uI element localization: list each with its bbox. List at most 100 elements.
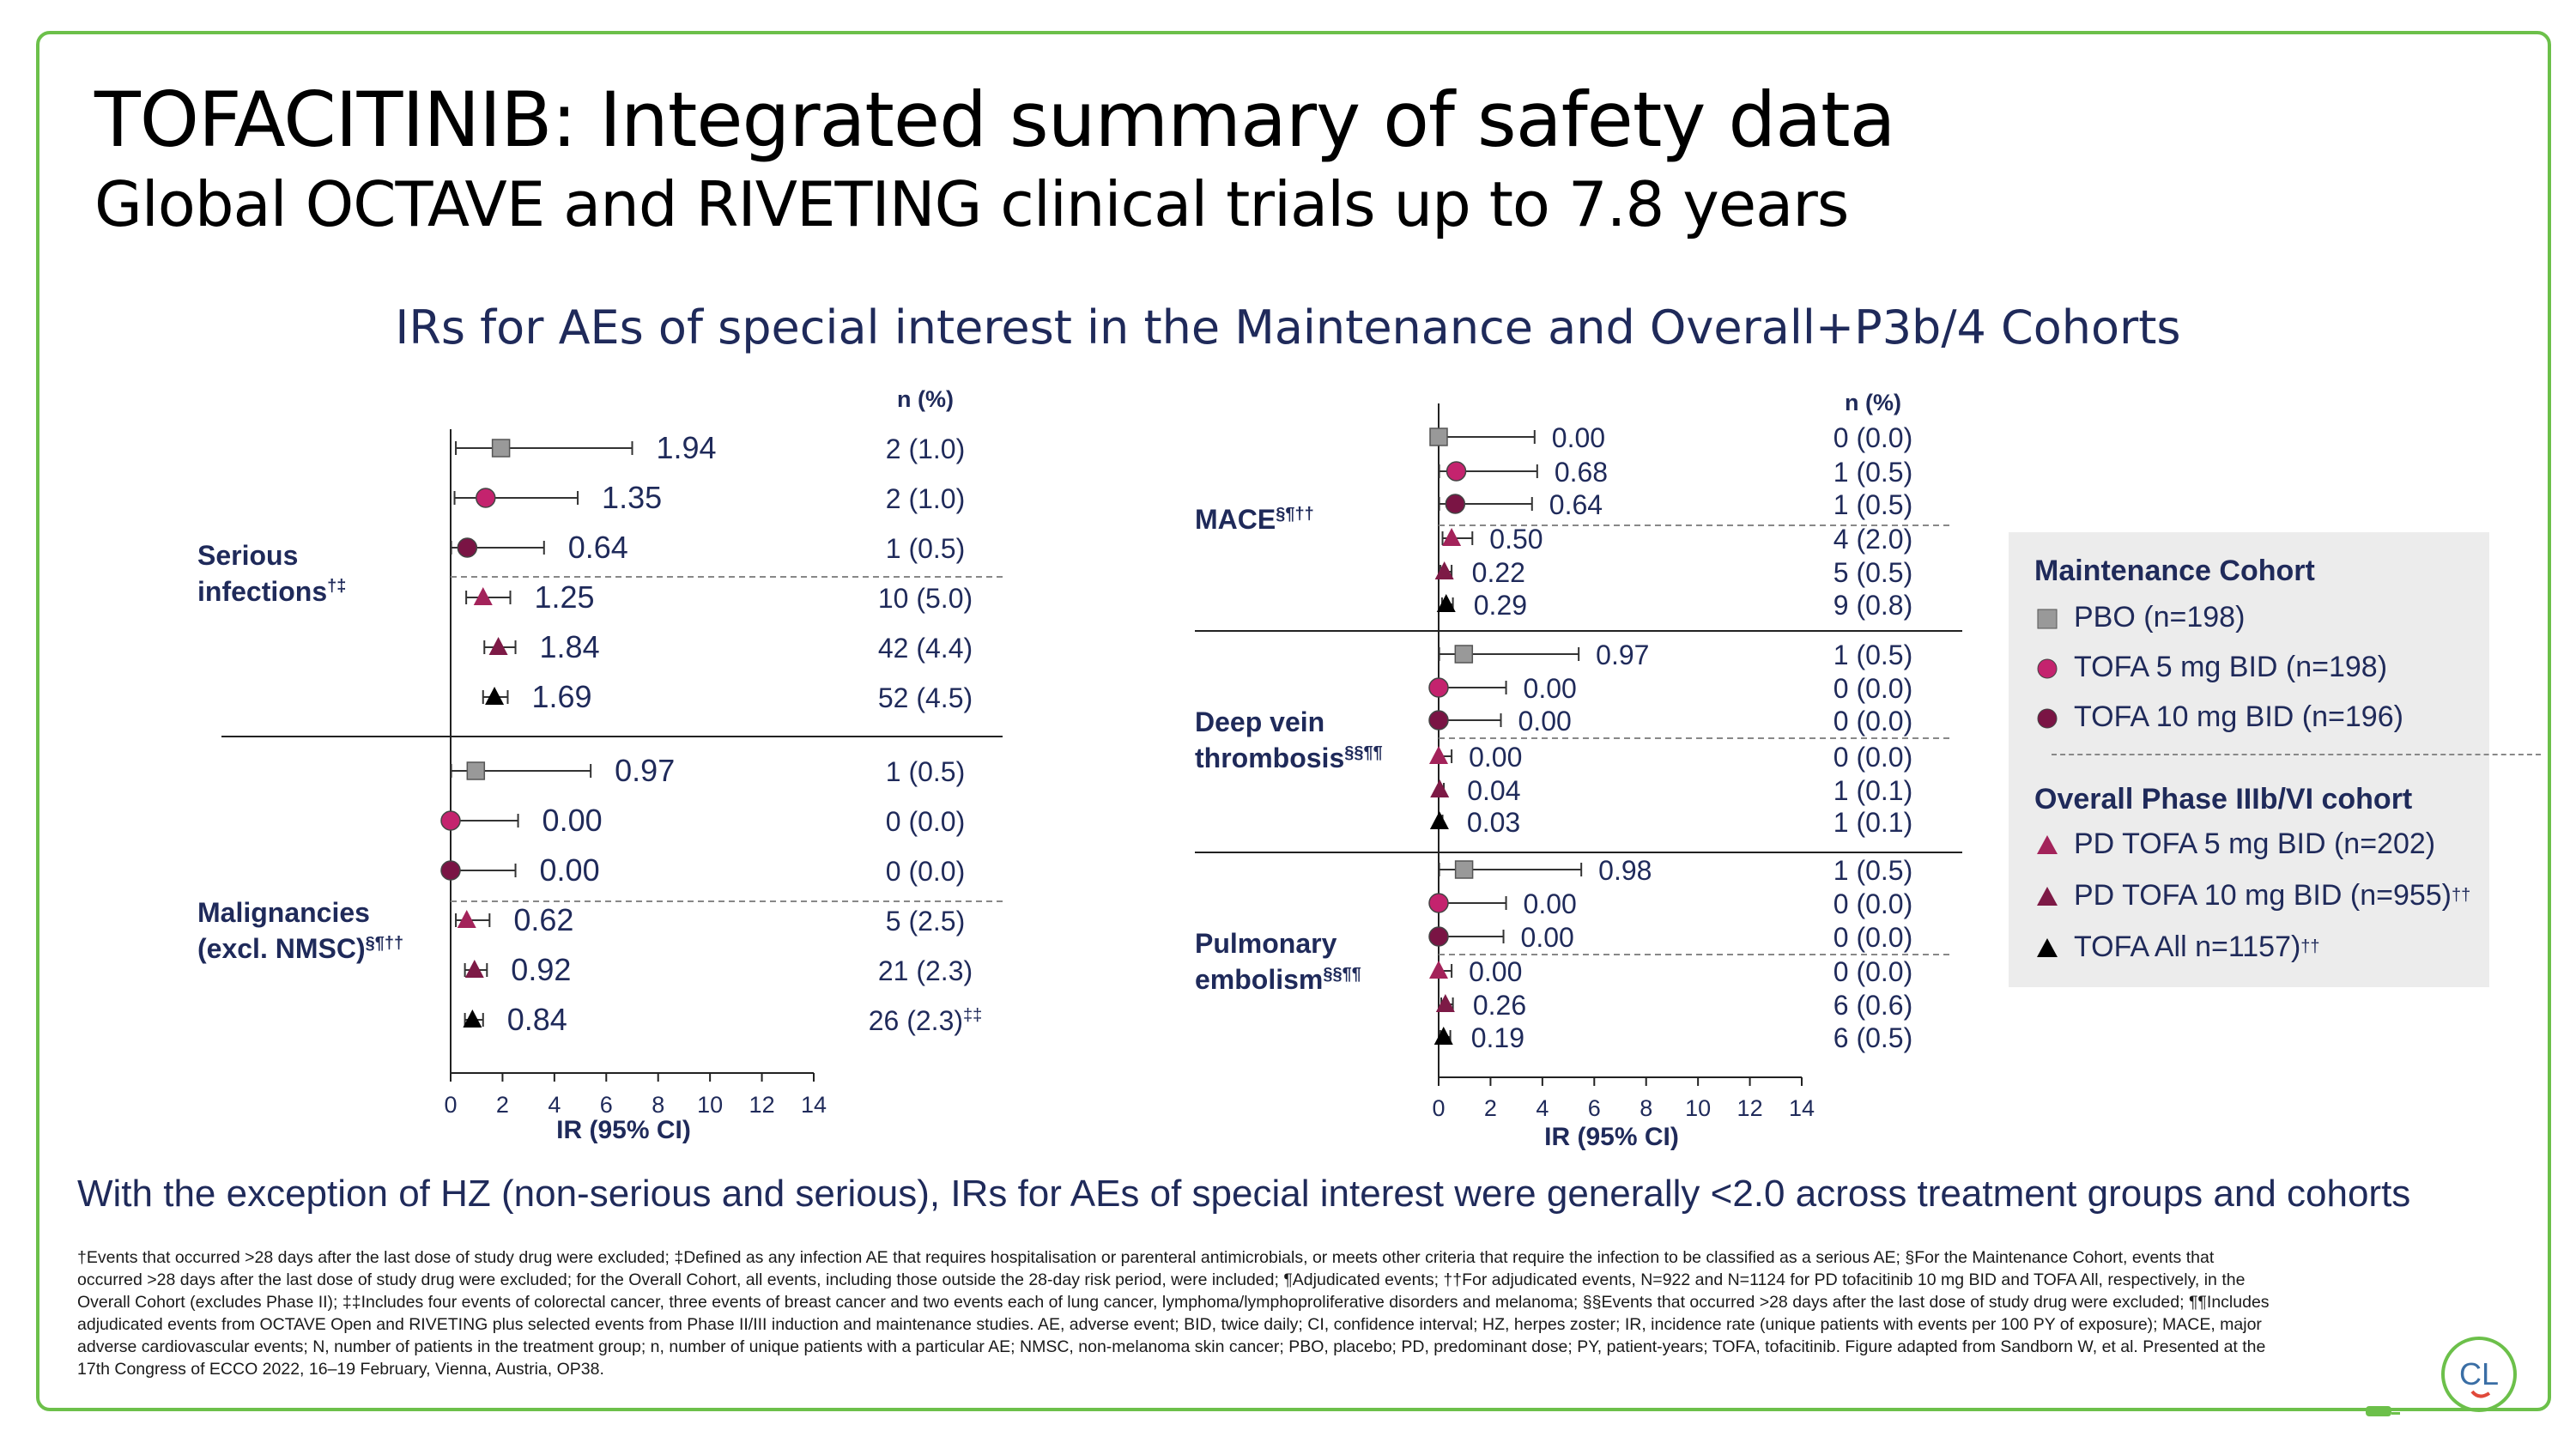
legend-marker xyxy=(2037,886,2058,906)
x-tick-label: 14 xyxy=(801,1092,827,1118)
slide-subtitle: Global OCTAVE and RIVETING clinical tria… xyxy=(94,168,1849,240)
n-percent-label: 6 (0.6) xyxy=(1834,990,1912,1021)
ir-value-label: 0.00 xyxy=(1469,956,1522,987)
point-marker xyxy=(440,810,461,831)
point-marker xyxy=(488,637,508,655)
circle-marker-icon xyxy=(2037,708,2058,728)
legend-marker xyxy=(2037,937,2058,957)
point-marker xyxy=(1429,746,1448,764)
triangle-marker-icon xyxy=(2037,937,2058,957)
footnote: †Events that occurred >28 days after the… xyxy=(77,1248,2270,1379)
point-marker xyxy=(1429,961,1448,979)
point-marker xyxy=(1429,427,1448,446)
group-label-sup: †‡ xyxy=(327,577,346,596)
legend-item-label: TOFA All n=1157) xyxy=(2074,931,2301,963)
x-tick-label: 14 xyxy=(1789,1095,1815,1121)
n-percent-label: 1 (0.5) xyxy=(1834,855,1912,886)
legend-item-label: PD TOFA 10 mg BID (n=955) xyxy=(2074,879,2452,912)
ir-value-label: 0.00 xyxy=(1518,706,1572,737)
panel-0-x-axis-label: IR (95% CI) xyxy=(556,1116,691,1144)
forest-plots: 0 2 4 6 8 10 12 14 IR (95% CI) n (%) Serious infect… xyxy=(197,386,1962,1151)
legend-item: PBO (n=198) xyxy=(2034,601,2245,634)
ir-value-label: 0.50 xyxy=(1489,524,1543,555)
x-tick-label: 8 xyxy=(652,1092,664,1118)
ir-value-label: 0.84 xyxy=(507,1002,567,1037)
n-percent-label: 2 (1.0) xyxy=(886,433,965,464)
triangle-marker-icon xyxy=(2037,886,2058,906)
x-tick-label: 12 xyxy=(749,1092,775,1118)
n-percent-label: 1 (0.1) xyxy=(1834,775,1912,806)
point-marker xyxy=(1428,677,1449,698)
group-label-sup: §¶†† xyxy=(1276,505,1314,524)
legend-marker xyxy=(2037,708,2058,728)
ir-value-label: 1.84 xyxy=(540,629,600,664)
legend-item-label: TOFA 10 mg BID (n=196) xyxy=(2074,700,2403,733)
group-label-line2: thrombosis§§¶¶ xyxy=(1195,743,1383,773)
n-percent-label: 0 (0.0) xyxy=(1834,888,1912,919)
n-percent-label: 0 (0.0) xyxy=(1834,922,1912,953)
x-tick-label: 4 xyxy=(1536,1095,1549,1121)
ir-value-label: 0.92 xyxy=(511,952,571,987)
n-percent-label: 52 (4.5) xyxy=(878,682,973,713)
point-marker xyxy=(1428,893,1449,913)
point-marker xyxy=(1436,594,1456,612)
n-percent-label: 42 (4.4) xyxy=(878,633,973,664)
ir-value-label: 0.19 xyxy=(1471,1022,1524,1053)
x-tick-label: 6 xyxy=(1588,1095,1601,1121)
point-marker xyxy=(476,488,496,508)
group-label: Deep vein xyxy=(1195,706,1324,737)
n-percent-label: 4 (2.0) xyxy=(1834,524,1912,555)
ir-value-label: 1.35 xyxy=(602,480,662,515)
panel-1-n-header: n (%) xyxy=(1845,390,1901,415)
x-tick-label: 2 xyxy=(1484,1095,1497,1121)
n-percent-label: 0 (0.0) xyxy=(1834,673,1912,704)
ir-value-label: 0.98 xyxy=(1598,855,1652,886)
point-marker xyxy=(463,1009,482,1028)
slide-border xyxy=(36,31,2551,1411)
legend-item: TOFA All n=1157) †† xyxy=(2034,931,2320,964)
group-label: Malignancies xyxy=(197,897,370,928)
x-tick-label: 0 xyxy=(444,1092,457,1118)
point-marker xyxy=(1454,860,1474,879)
x-tick-label: 10 xyxy=(1685,1095,1711,1121)
n-percent-label: 0 (0.0) xyxy=(1834,706,1912,737)
cl-logo-icon: CL xyxy=(2441,1337,2517,1412)
square-marker-icon xyxy=(2037,609,2058,628)
point-marker xyxy=(1430,779,1450,797)
legend-overall-header: Overall Phase IIIb/VI cohort xyxy=(2034,783,2413,815)
ir-value-label: 0.29 xyxy=(1474,590,1527,621)
point-marker xyxy=(1445,494,1466,514)
point-marker xyxy=(457,910,476,928)
n-percent-label: 1 (0.5) xyxy=(1834,489,1912,520)
legend-item-label: PD TOFA 5 mg BID (n=202) xyxy=(2074,828,2436,860)
ir-value-label: 1.25 xyxy=(534,579,594,615)
legend-item-label: TOFA 5 mg BID (n=198) xyxy=(2074,651,2388,683)
x-tick-label: 4 xyxy=(548,1092,561,1118)
n-percent-label: 2 (1.0) xyxy=(886,483,965,514)
ir-value-label: 0.00 xyxy=(1521,922,1574,953)
n-percent-label: 5 (0.5) xyxy=(1834,557,1912,588)
n-percent-label: 21 (2.3) xyxy=(878,955,973,986)
circle-marker-icon xyxy=(2037,658,2058,678)
group-label: MACE§¶†† xyxy=(1195,504,1314,535)
legend-item: PD TOFA 10 mg BID (n=955) †† xyxy=(2034,879,2470,912)
point-marker xyxy=(1428,926,1449,947)
legend-divider xyxy=(2052,754,2541,755)
point-marker xyxy=(1435,994,1455,1012)
group-label-sup: §¶†† xyxy=(366,934,404,953)
legend-item: TOFA 10 mg BID (n=196) xyxy=(2034,700,2403,734)
point-marker xyxy=(466,761,486,780)
slide-title: TOFACITINIB: Integrated summary of safet… xyxy=(94,76,1896,164)
ir-value-label: 0.26 xyxy=(1473,990,1526,1021)
ir-value-label: 0.00 xyxy=(1469,742,1522,773)
n-percent-label: 1 (0.5) xyxy=(1834,640,1912,670)
panel-0-n-header: n (%) xyxy=(897,386,954,412)
legend-box: Maintenance Cohort Overall Phase IIIb/VI… xyxy=(2009,532,2541,987)
ir-value-label: 0.00 xyxy=(1552,422,1605,453)
ir-value-label: 0.62 xyxy=(513,902,573,937)
n-percent-label: 0 (0.0) xyxy=(886,856,965,887)
ir-value-label: 0.03 xyxy=(1467,807,1520,838)
ir-value-label: 0.64 xyxy=(1549,489,1603,520)
n-percent-label: 1 (0.1) xyxy=(1834,807,1912,838)
x-tick-label: 10 xyxy=(697,1092,723,1118)
